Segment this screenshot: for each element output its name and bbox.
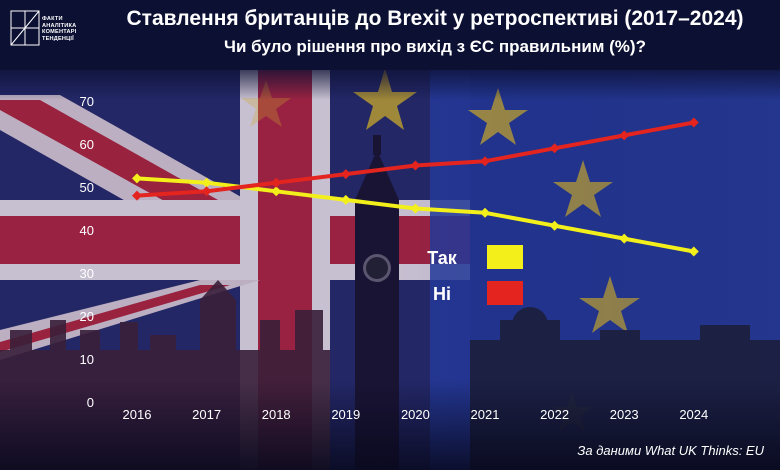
legend-label-no: Ні [433, 284, 451, 304]
x-tick-label: 2017 [192, 407, 221, 422]
logo-text: ФАКТИ АНАЛІТИКА КОМЕНТАРІ ТЕНДЕНЦІЇ [42, 16, 76, 42]
logo-line: АНАЛІТИКА [42, 22, 77, 29]
x-tick-label: 2018 [262, 407, 291, 422]
data-point-no [271, 177, 282, 188]
data-point-yes [480, 207, 490, 218]
y-tick-label: 50 [80, 180, 94, 195]
x-tick-label: 2022 [540, 407, 569, 422]
legend-swatch-no [487, 281, 523, 305]
logo-line: КОМЕНТАРІ [42, 29, 77, 36]
data-point-yes [619, 233, 630, 244]
y-tick-label: 60 [80, 137, 94, 152]
y-tick-label: 0 [87, 395, 94, 410]
y-tick-label: 70 [80, 94, 94, 109]
data-point-yes [201, 177, 212, 188]
x-tick-label: 2021 [471, 407, 500, 422]
data-point-yes [410, 203, 421, 214]
x-tick-label: 2020 [401, 407, 430, 422]
data-point-no [201, 186, 212, 197]
data-point-yes [132, 173, 142, 184]
data-point-yes [271, 186, 282, 197]
x-tick-label: 2024 [679, 407, 708, 422]
legend-swatch-yes [487, 245, 523, 269]
x-tick-label: 2016 [123, 407, 152, 422]
data-point-no [340, 169, 351, 180]
logo-mark-icon [10, 10, 40, 46]
data-point-yes [549, 220, 560, 231]
data-point-no [549, 143, 560, 154]
data-point-yes [340, 194, 351, 205]
logo-line: ТЕНДЕНЦІЇ [42, 35, 74, 42]
logo-line: ФАКТИ [42, 16, 63, 22]
data-point-no [410, 160, 421, 171]
chart-subtitle: Чи було рішення про вихід з ЄС правильни… [224, 37, 646, 56]
legend-label-yes: Так [427, 248, 457, 268]
x-tick-label: 2019 [331, 407, 360, 422]
y-tick-label: 30 [80, 266, 94, 281]
y-tick-label: 40 [80, 223, 94, 238]
data-point-no [688, 117, 699, 128]
source-note: За даними What UK Thinks: EU [577, 443, 764, 458]
x-tick-label: 2023 [610, 407, 639, 422]
data-point-yes [688, 246, 699, 257]
y-tick-label: 20 [80, 309, 94, 324]
chart-title: Ставлення британців до Brexit у ретроспе… [126, 7, 744, 30]
data-point-no [132, 190, 142, 201]
y-tick-label: 10 [80, 352, 94, 367]
data-point-no [619, 130, 630, 141]
data-point-no [480, 156, 490, 167]
logo: ФАКТИ АНАЛІТИКА КОМЕНТАРІ ТЕНДЕНЦІЇ [10, 10, 102, 46]
